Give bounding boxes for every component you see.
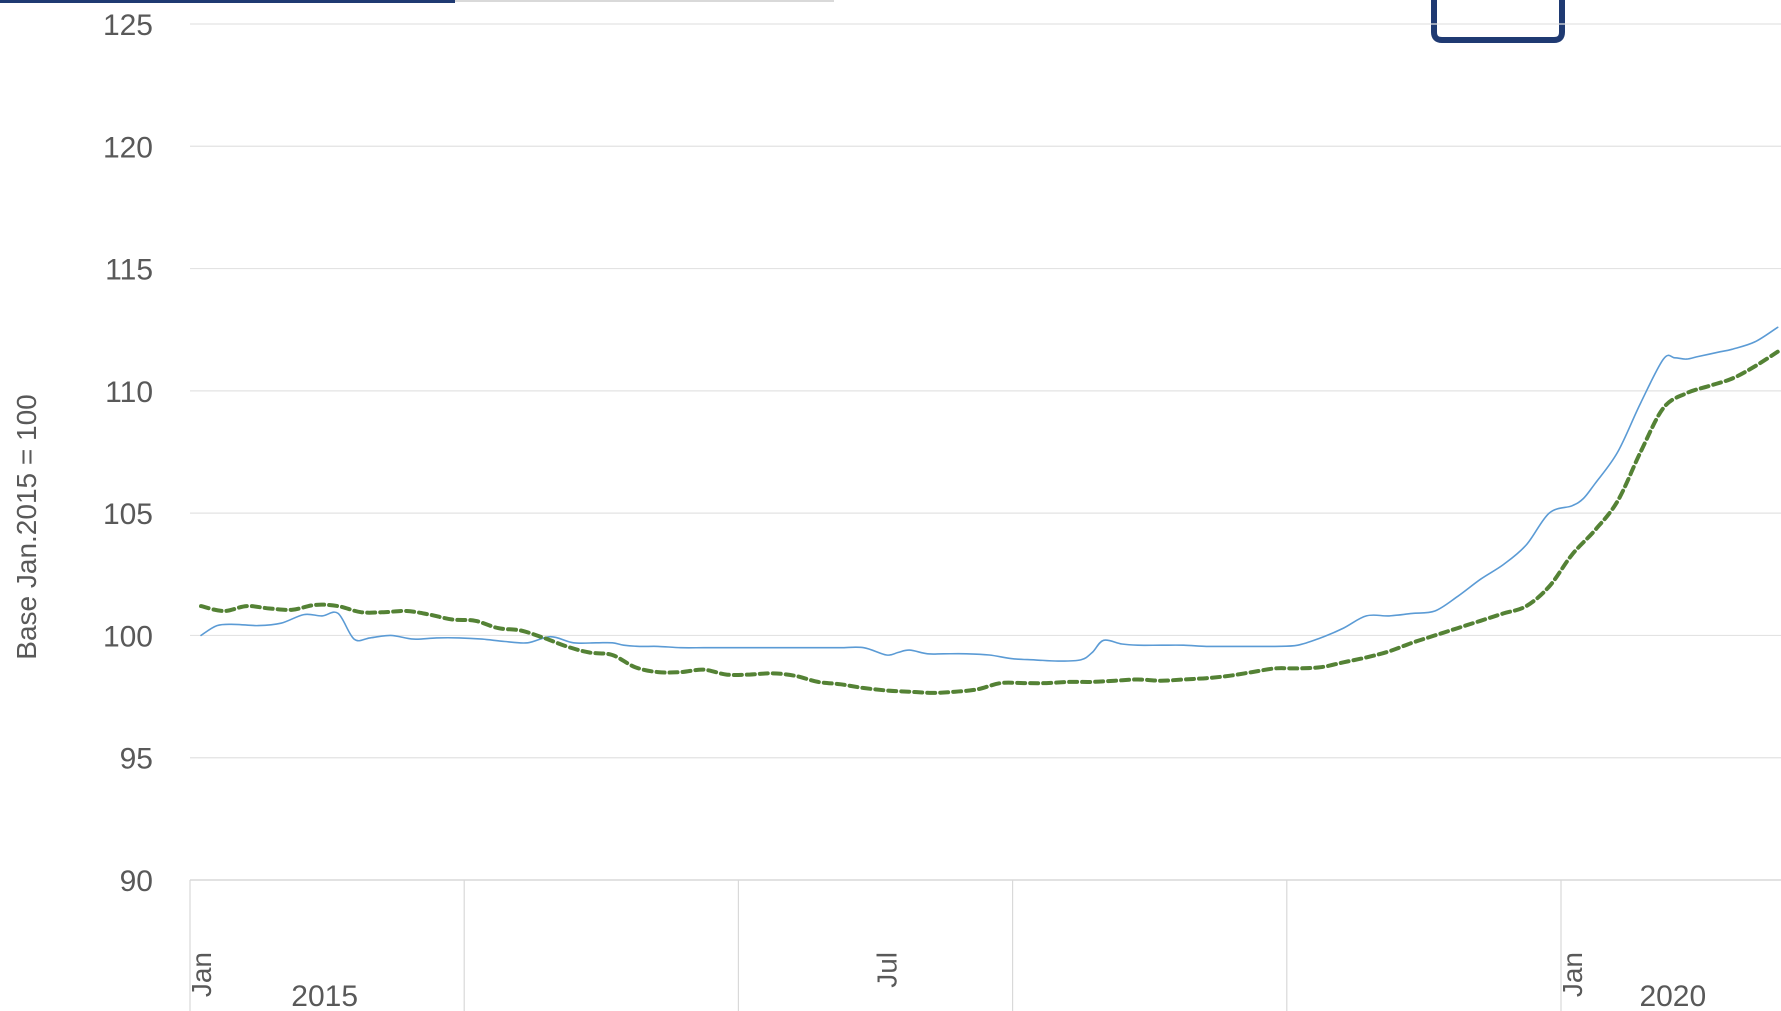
y-tick-label: 115 — [105, 254, 153, 287]
x-axis: Jan Jul Jan 2015 2020 — [186, 880, 1706, 1011]
y-axis-ticks: 90 95 100 105 110 115 120 125 — [103, 9, 153, 898]
y-tick-label: 100 — [103, 620, 153, 653]
y-tick-label: 95 — [120, 743, 153, 776]
series-lines — [199, 326, 1780, 695]
series-line-solid-blue — [200, 326, 1779, 662]
x-year-label: 2015 — [291, 980, 358, 1011]
y-tick-label: 125 — [103, 9, 153, 42]
x-tick-label: Jul — [872, 952, 903, 988]
series-line-dashed-green — [199, 349, 1780, 695]
y-tick-label: 120 — [103, 131, 153, 164]
y-axis-label: Base Jan.2015 = 100 — [11, 394, 42, 659]
y-tick-label: 90 — [120, 865, 153, 898]
x-tick-label: Jan — [1557, 952, 1588, 997]
x-year-label: 2020 — [1639, 980, 1706, 1011]
x-tick-label: Jan — [186, 952, 217, 997]
gridlines — [190, 23, 1781, 881]
y-tick-label: 105 — [103, 498, 153, 531]
header-box-fragment — [1431, 0, 1565, 43]
y-tick-label: 110 — [105, 376, 153, 409]
